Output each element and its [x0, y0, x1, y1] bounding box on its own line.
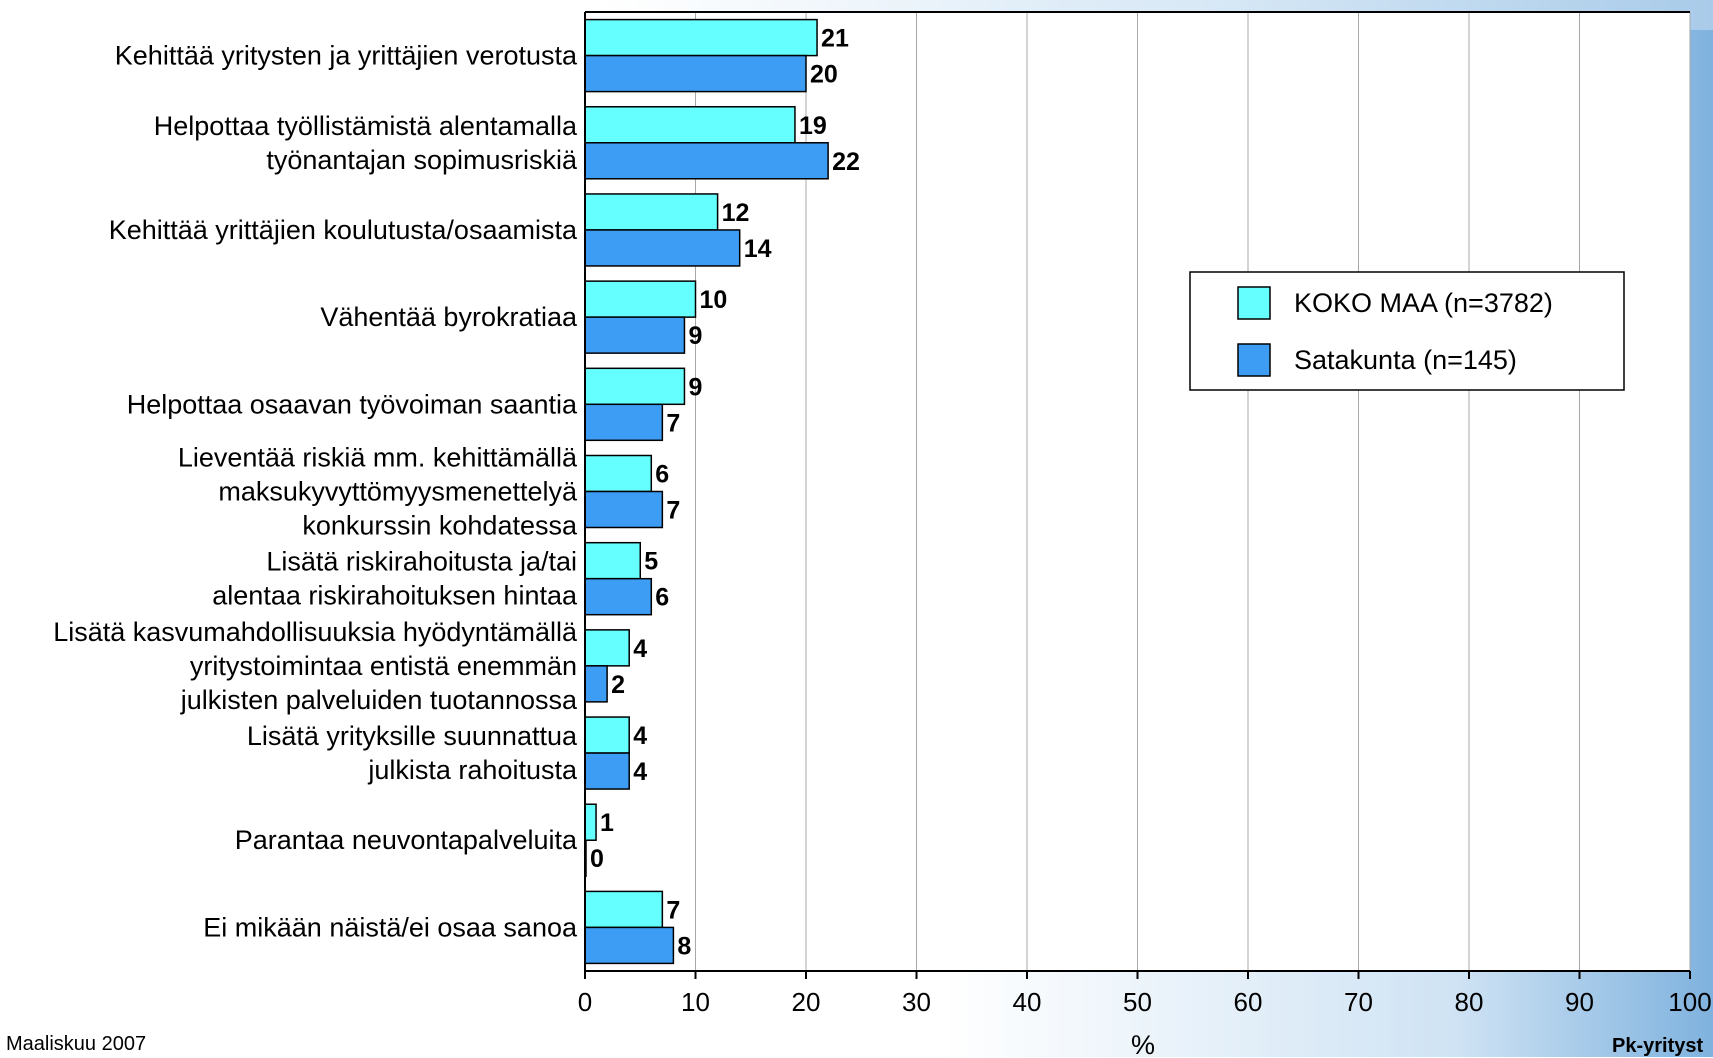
bar-s2-c8 — [584, 665, 608, 703]
x-axis-ticks: 0 10 20 30 40 50 60 70 80 90 100 — [578, 971, 1712, 1017]
bar-s1-c11 — [584, 890, 664, 929]
legend-swatch-1 — [1237, 286, 1271, 320]
category-label-2-line-2: työnantajan sopimusriskiä — [266, 145, 578, 175]
category-label-6-line-1: Lieventää riskiä mm. kehittämällä — [178, 443, 578, 473]
value-label-s1-c3: 12 — [722, 199, 750, 227]
legend-swatch-2 — [1237, 343, 1271, 377]
tick-label-20: 20 — [792, 987, 821, 1017]
category-labels: Kehittää yritysten ja yrittäjien verotus… — [53, 41, 578, 943]
tick-label-80: 80 — [1455, 987, 1484, 1017]
bar-s1-c9 — [584, 716, 630, 754]
bar-s2-c5 — [584, 403, 664, 442]
category-label-8-line-1: Lisätä kasvumahdollisuuksia hyödyntämäll… — [53, 617, 578, 647]
bar-s2-c9 — [584, 752, 630, 790]
value-label-s1-c4: 10 — [700, 286, 728, 314]
value-label-s1-c2: 19 — [799, 112, 827, 140]
value-label-s2-c5: 7 — [666, 409, 680, 437]
category-label-7-line-1: Lisätä riskirahoitusta ja/tai — [266, 547, 577, 577]
legend-label-2: Satakunta (n=145) — [1294, 345, 1517, 375]
value-label-s2-c6: 7 — [666, 497, 680, 525]
value-label-s2-c4: 9 — [688, 322, 702, 350]
category-label-5-line-1: Helpottaa osaavan työvoiman saantia — [127, 389, 578, 419]
bar-s2-c11 — [584, 926, 675, 965]
bar-s2-c1 — [584, 54, 807, 93]
tick-label-50: 50 — [1123, 987, 1152, 1017]
tick-label-40: 40 — [1013, 987, 1042, 1017]
value-label-s1-c9: 4 — [633, 722, 647, 750]
category-label-9-line-1: Lisätä yrityksille suunnattua — [247, 721, 578, 751]
bar-s2-c3 — [584, 229, 741, 267]
category-label-3-line-1: Kehittää yrittäjien koulutusta/osaamista — [109, 215, 578, 245]
category-label-6-line-2: maksukyvyttömyysmenettelyä — [218, 477, 578, 507]
tick-label-60: 60 — [1234, 987, 1263, 1017]
value-label-s1-c11: 7 — [666, 896, 680, 924]
legend-label-1: KOKO MAA (n=3782) — [1294, 288, 1553, 318]
value-label-s1-c5: 9 — [688, 373, 702, 401]
value-label-s1-c7: 5 — [644, 548, 658, 576]
tick-label-30: 30 — [902, 987, 931, 1017]
x-axis-title: % — [1131, 1030, 1155, 1057]
tick-label-100: 100 — [1668, 987, 1711, 1017]
tick-label-0: 0 — [578, 987, 592, 1017]
category-label-6-line-3: konkurssin kohdatessa — [302, 511, 578, 541]
value-label-s1-c6: 6 — [655, 461, 669, 489]
category-label-10-line-1: Parantaa neuvontapalveluita — [235, 825, 578, 855]
bar-s1-c8 — [584, 629, 630, 667]
category-label-2-line-1: Helpottaa työllistämistä alentamalla — [154, 111, 578, 141]
bar-s2-c7 — [584, 577, 653, 616]
bar-s2-c4 — [584, 316, 686, 354]
category-label-9-line-2: julkista rahoitusta — [367, 755, 578, 785]
bar-s1-c2 — [584, 106, 796, 144]
bar-s1-c7 — [584, 541, 641, 580]
footer-source: Pk-yrityst — [1612, 1035, 1704, 1057]
bar-s1-c3 — [584, 193, 719, 231]
value-label-s2-c2: 22 — [832, 148, 860, 176]
value-label-s2-c10: 0 — [590, 845, 604, 873]
value-label-s1-c10: 1 — [600, 809, 614, 837]
value-label-s2-c11: 8 — [677, 932, 691, 960]
bar-s1-c5 — [584, 367, 686, 406]
tick-label-70: 70 — [1344, 987, 1373, 1017]
bar-s2-c6 — [584, 490, 664, 529]
value-label-s2-c8: 2 — [611, 671, 625, 699]
bar-s2-c2 — [584, 142, 829, 180]
category-label-1-line-1: Kehittää yritysten ja yrittäjien verotus… — [115, 41, 578, 71]
legend: KOKO MAA (n=3782) Satakunta (n=145) — [1189, 271, 1625, 391]
value-label-s2-c1: 20 — [810, 61, 838, 89]
category-label-4-line-1: Vähentää byrokratiaa — [320, 302, 578, 332]
bar-s1-c1 — [584, 18, 818, 57]
category-label-11-line-1: Ei mikään näistä/ei osaa sanoa — [203, 912, 578, 942]
category-label-8-line-3: julkisten palveluiden tuotannossa — [180, 685, 578, 715]
value-label-s2-c7: 6 — [655, 584, 669, 612]
bar-s1-c10 — [584, 803, 597, 841]
bar-s1-c6 — [584, 454, 653, 493]
category-label-7-line-2: alentaa riskirahoituksen hintaa — [212, 581, 578, 611]
tick-label-90: 90 — [1565, 987, 1594, 1017]
value-label-s1-c8: 4 — [633, 635, 647, 663]
footer-date: Maaliskuu 2007 — [6, 1033, 147, 1055]
bars — [584, 18, 829, 965]
value-label-s1-c1: 21 — [821, 25, 849, 53]
category-label-8-line-2: yritystoimintaa entistä enemmän — [190, 651, 577, 681]
value-label-s2-c3: 14 — [744, 235, 772, 263]
tick-label-10: 10 — [681, 987, 710, 1017]
value-label-s2-c9: 4 — [633, 758, 647, 786]
bar-s1-c4 — [584, 280, 697, 318]
